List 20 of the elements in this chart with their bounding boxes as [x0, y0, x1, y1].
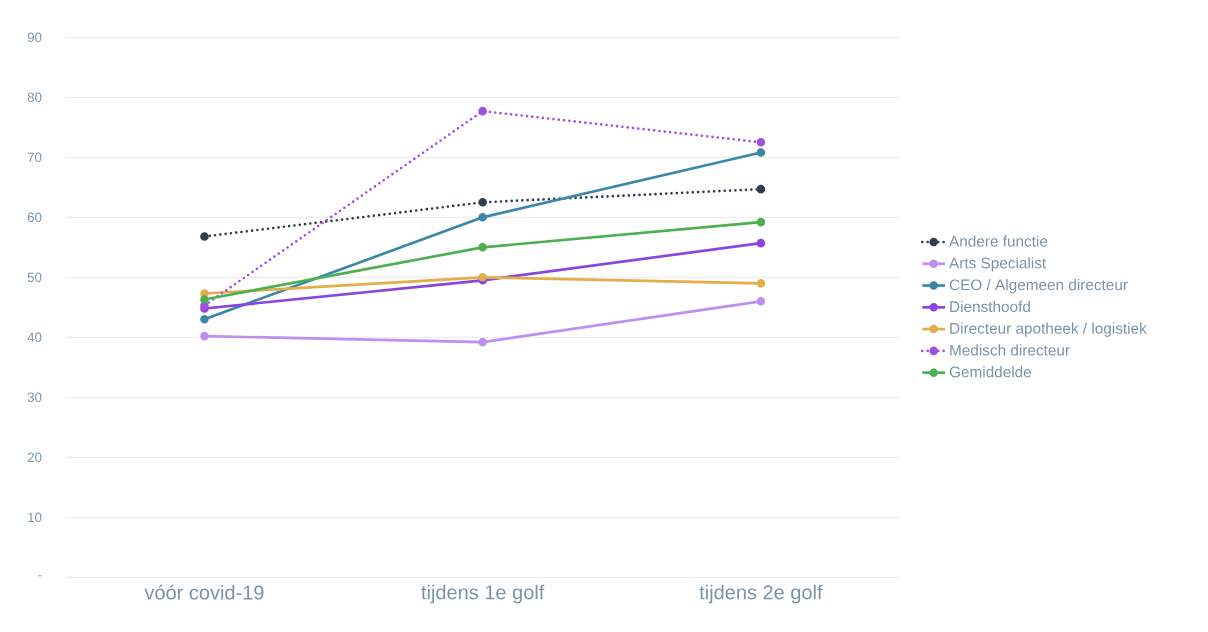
x-tick-label: vóór covid-19	[144, 584, 264, 600]
legend-label: Andere functie	[949, 235, 1048, 247]
legend-label: Medisch directeur	[950, 344, 1070, 356]
y-tick-label: 80	[27, 92, 42, 103]
legend-label: Directeur apotheek / logistiek	[950, 322, 1147, 337]
y-tick-label: 90	[27, 32, 42, 43]
x-tick-label: tijdens 1e golf	[421, 584, 545, 604]
legend-label: CEO / Algemeen directeur	[949, 279, 1128, 294]
y-tick-label: 60	[27, 212, 42, 223]
legend-label: Arts Specialist	[949, 257, 1047, 272]
x-tick-label: tijdens 2e golf	[699, 584, 823, 604]
y-tick-label: 30	[27, 392, 42, 403]
y-tick-label: 40	[27, 332, 42, 343]
legend-label: Diensthoofd	[950, 300, 1030, 313]
y-tick-label: 20	[27, 452, 42, 463]
y-tick-label: 50	[27, 272, 42, 283]
y-tick-label: 10	[28, 512, 42, 523]
legend-label: Gemiddelde	[949, 366, 1032, 378]
y-tick-label: 70	[27, 152, 42, 163]
y-tick-label: -	[38, 575, 42, 577]
